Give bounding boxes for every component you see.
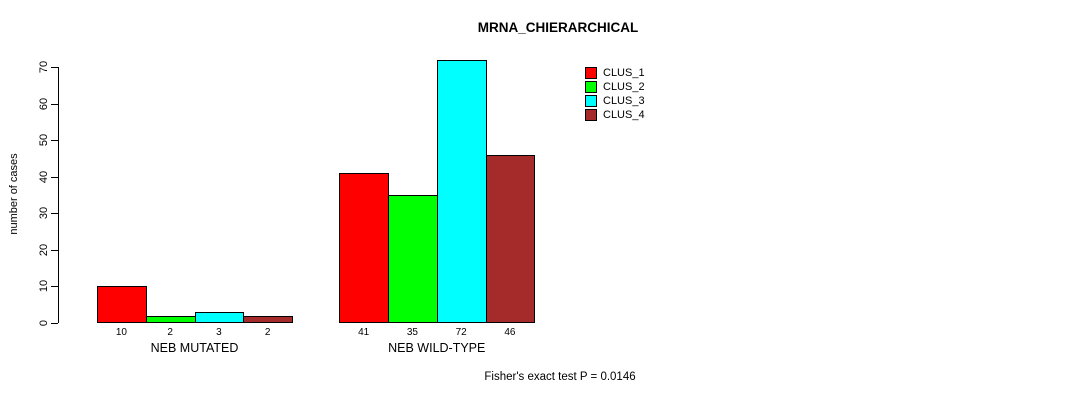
bar-clus_3-neb-mutated <box>194 312 245 323</box>
y-tick-label: 0 <box>38 319 50 327</box>
y-tick-label: 40 <box>38 170 50 183</box>
bar-value-label: 2 <box>264 327 271 338</box>
legend-item-clus_3: CLUS_3 <box>585 94 645 108</box>
legend-swatch-icon <box>585 95 597 107</box>
bar-clus_4-neb-mutated <box>243 315 293 323</box>
bar-clus_1-neb-mutated <box>97 286 147 323</box>
bar-value-label: 3 <box>216 327 222 338</box>
legend-label: CLUS_1 <box>603 67 645 79</box>
y-tick-label: 20 <box>38 243 50 256</box>
bar-clus_2-neb-mutated <box>145 315 196 323</box>
chart-title: MRNA_CHIERARCHICAL <box>477 20 639 35</box>
legend-label: CLUS_2 <box>603 81 645 93</box>
bar-clus_1-neb-wild-type <box>339 173 389 323</box>
legend-swatch-icon <box>585 81 597 93</box>
y-tick-mark <box>51 286 58 288</box>
y-tick-mark <box>51 176 58 178</box>
legend-item-clus_1: CLUS_1 <box>585 66 645 80</box>
y-tick-label: 30 <box>38 207 50 220</box>
legend: CLUS_1 CLUS_2 CLUS_3 CLUS_4 <box>585 66 645 122</box>
bar-value-label: 46 <box>504 327 516 338</box>
legend-label: CLUS_4 <box>603 109 645 121</box>
y-tick-mark <box>51 249 58 251</box>
y-tick-label: 50 <box>38 134 50 147</box>
y-tick-mark <box>51 323 58 324</box>
bar-clus_4-neb-wild-type <box>485 154 536 323</box>
y-tick-label: 60 <box>38 97 50 110</box>
bar-value-label: 35 <box>406 327 418 338</box>
y-axis-label: number of cases <box>8 153 20 235</box>
annotation-text: Fisher's exact test P = 0.0146 <box>484 371 636 383</box>
bar-clus_3-neb-wild-type <box>436 59 487 323</box>
bar-value-label: 41 <box>358 327 370 338</box>
legend-swatch-icon <box>585 67 597 79</box>
legend-swatch-icon <box>585 109 597 121</box>
y-tick-mark <box>51 213 58 215</box>
bar-clus_2-neb-wild-type <box>388 195 438 323</box>
y-tick-label: 70 <box>38 60 50 74</box>
y-tick-mark <box>51 103 58 105</box>
category-label: NEB MUTATED <box>150 341 239 355</box>
y-axis-line <box>58 67 59 323</box>
legend-item-clus_4: CLUS_4 <box>585 108 645 122</box>
bar-value-label: 2 <box>167 327 173 338</box>
legend-item-clus_2: CLUS_2 <box>585 80 645 94</box>
legend-label: CLUS_3 <box>603 95 645 107</box>
bar-value-label: 10 <box>115 327 127 338</box>
y-tick-mark <box>51 67 58 68</box>
y-tick-label: 10 <box>38 280 50 293</box>
category-label: NEB WILD-TYPE <box>388 341 486 355</box>
y-tick-mark <box>51 140 58 142</box>
bar-value-label: 72 <box>455 327 467 338</box>
